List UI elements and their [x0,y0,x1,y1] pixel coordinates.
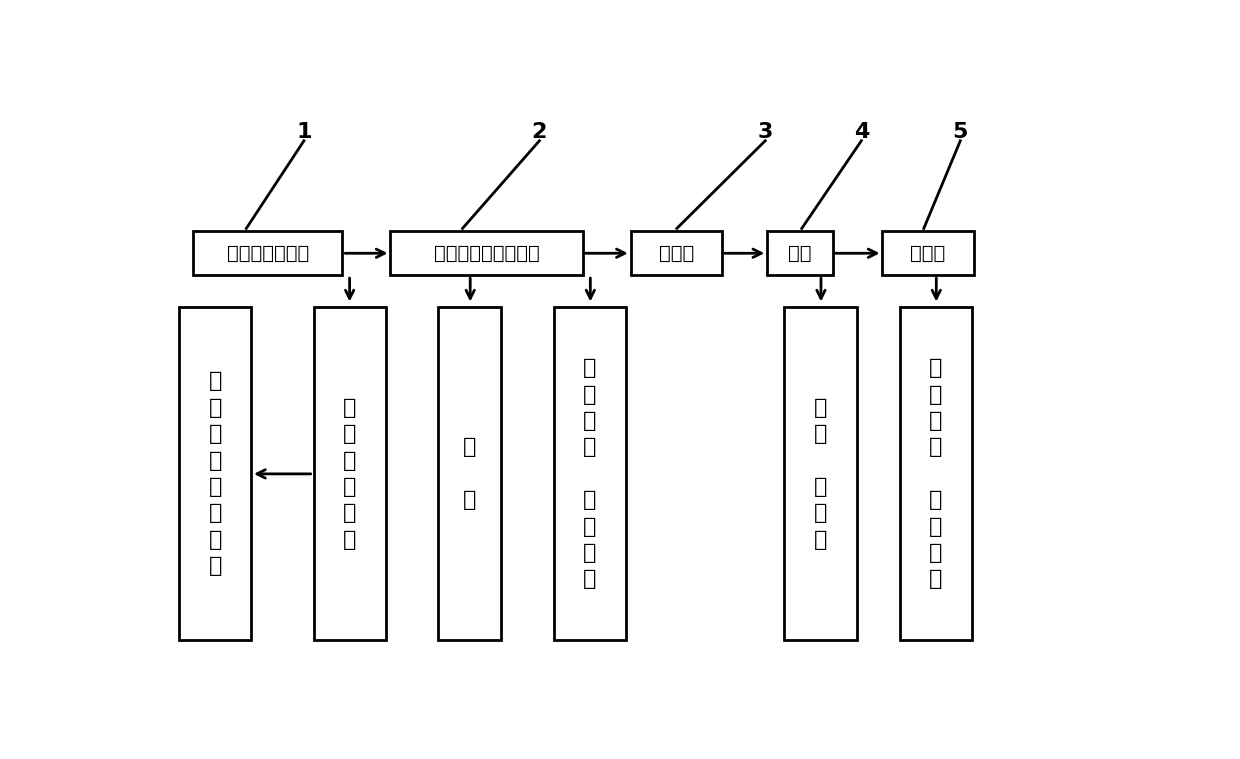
Text: 5: 5 [952,122,968,142]
Text: 二氧化碳传感器: 二氧化碳传感器 [227,244,309,263]
Text: 显示屏: 显示屏 [910,244,946,263]
Text: 4: 4 [853,122,869,142]
FancyBboxPatch shape [179,307,250,641]
Text: 接收器: 接收器 [658,244,694,263]
Text: 电脑: 电脑 [789,244,812,263]
Text: 1: 1 [296,122,311,142]
FancyBboxPatch shape [554,307,626,641]
FancyBboxPatch shape [883,231,973,276]
Text: 调
节
二
氧
化
碳
浓
度: 调 节 二 氧 化 碳 浓 度 [208,371,222,576]
Text: 智能仿生环境监控柜: 智能仿生环境监控柜 [434,244,539,263]
Text: 数

据: 数 据 [463,437,476,510]
FancyBboxPatch shape [193,231,342,276]
FancyBboxPatch shape [439,307,501,641]
Text: 控
制
风
机
交
换: 控 制 风 机 交 换 [343,398,356,550]
FancyBboxPatch shape [391,231,583,276]
FancyBboxPatch shape [314,307,386,641]
FancyBboxPatch shape [900,307,972,641]
Text: 工
作
状
态

控
制
状
态: 工 作 状 态 控 制 状 态 [929,358,942,590]
Text: 工
作
状
态

控
制
状
态: 工 作 状 态 控 制 状 态 [583,358,596,590]
Text: 2: 2 [532,122,547,142]
FancyBboxPatch shape [785,307,857,641]
Text: 3: 3 [758,122,773,142]
FancyBboxPatch shape [631,231,722,276]
Text: 数
据

曲
线
图: 数 据 曲 线 图 [813,398,827,550]
FancyBboxPatch shape [768,231,832,276]
